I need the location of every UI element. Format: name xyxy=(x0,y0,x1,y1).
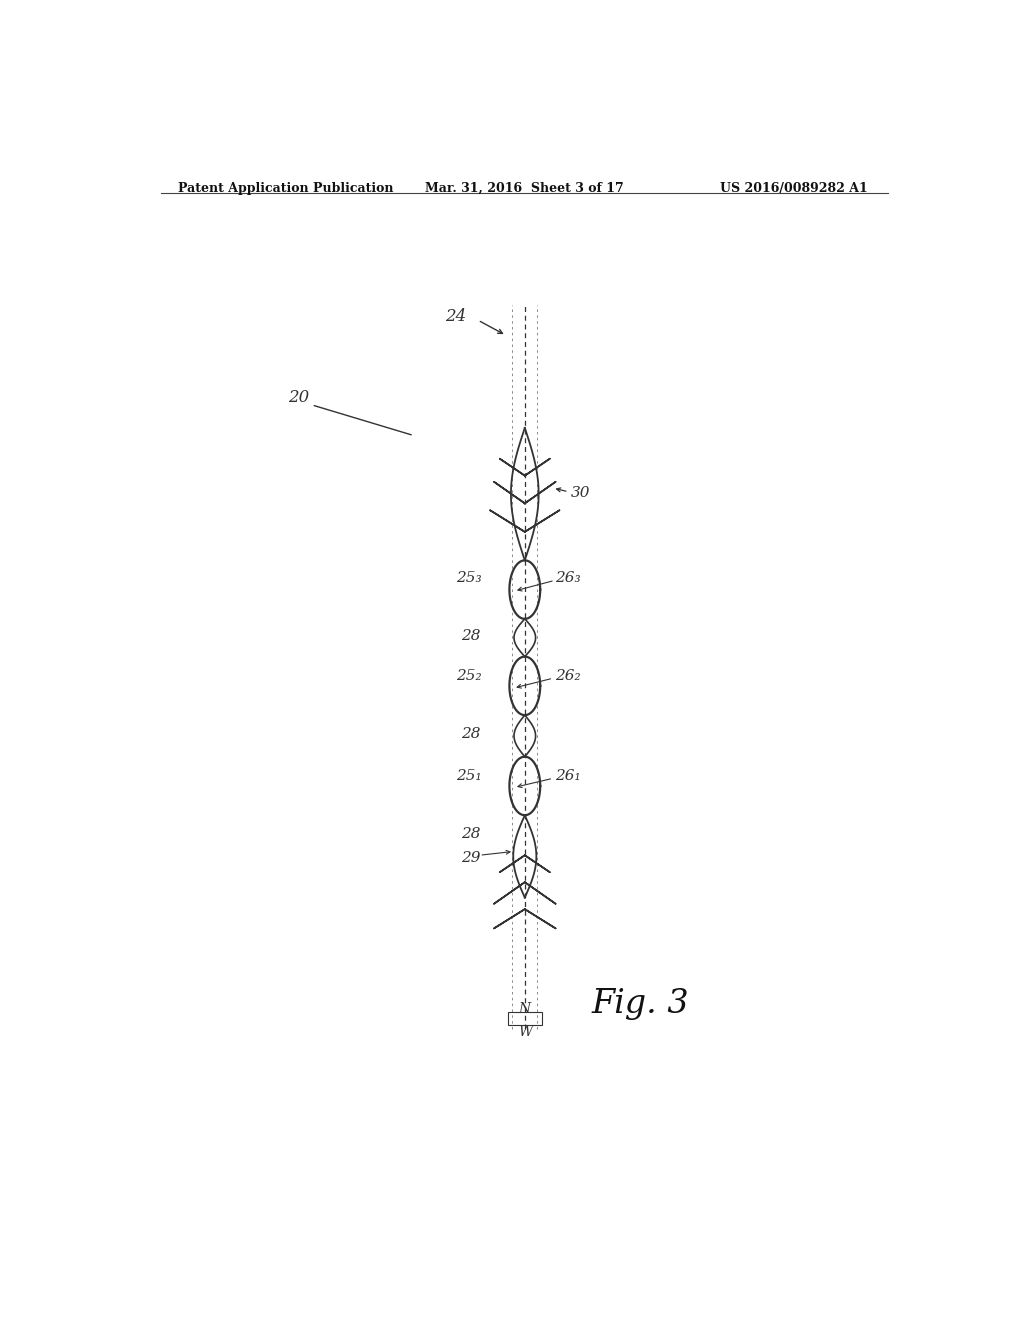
Text: 20: 20 xyxy=(289,388,309,405)
Text: 25₂: 25₂ xyxy=(456,669,481,682)
Text: 26₃: 26₃ xyxy=(555,572,581,585)
Text: Mar. 31, 2016  Sheet 3 of 17: Mar. 31, 2016 Sheet 3 of 17 xyxy=(425,182,625,194)
Text: 25₁: 25₁ xyxy=(456,770,481,783)
Text: 24: 24 xyxy=(445,308,466,325)
Text: 28: 28 xyxy=(462,628,481,643)
Text: 26₂: 26₂ xyxy=(555,669,581,682)
Text: Fig. 3: Fig. 3 xyxy=(591,987,689,1020)
Bar xyxy=(508,1011,542,1026)
Text: US 2016/0089282 A1: US 2016/0089282 A1 xyxy=(721,182,868,194)
Text: 30: 30 xyxy=(571,486,591,500)
Text: 28: 28 xyxy=(462,727,481,742)
Text: 25₃: 25₃ xyxy=(456,572,481,585)
Text: 29: 29 xyxy=(462,850,481,865)
Text: 28: 28 xyxy=(462,826,481,841)
Text: Patent Application Publication: Patent Application Publication xyxy=(178,182,394,194)
Text: N: N xyxy=(519,1002,530,1016)
Text: 26₁: 26₁ xyxy=(555,770,581,783)
Text: W: W xyxy=(518,1024,531,1039)
